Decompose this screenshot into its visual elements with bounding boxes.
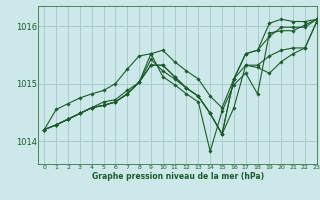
X-axis label: Graphe pression niveau de la mer (hPa): Graphe pression niveau de la mer (hPa)	[92, 172, 264, 181]
